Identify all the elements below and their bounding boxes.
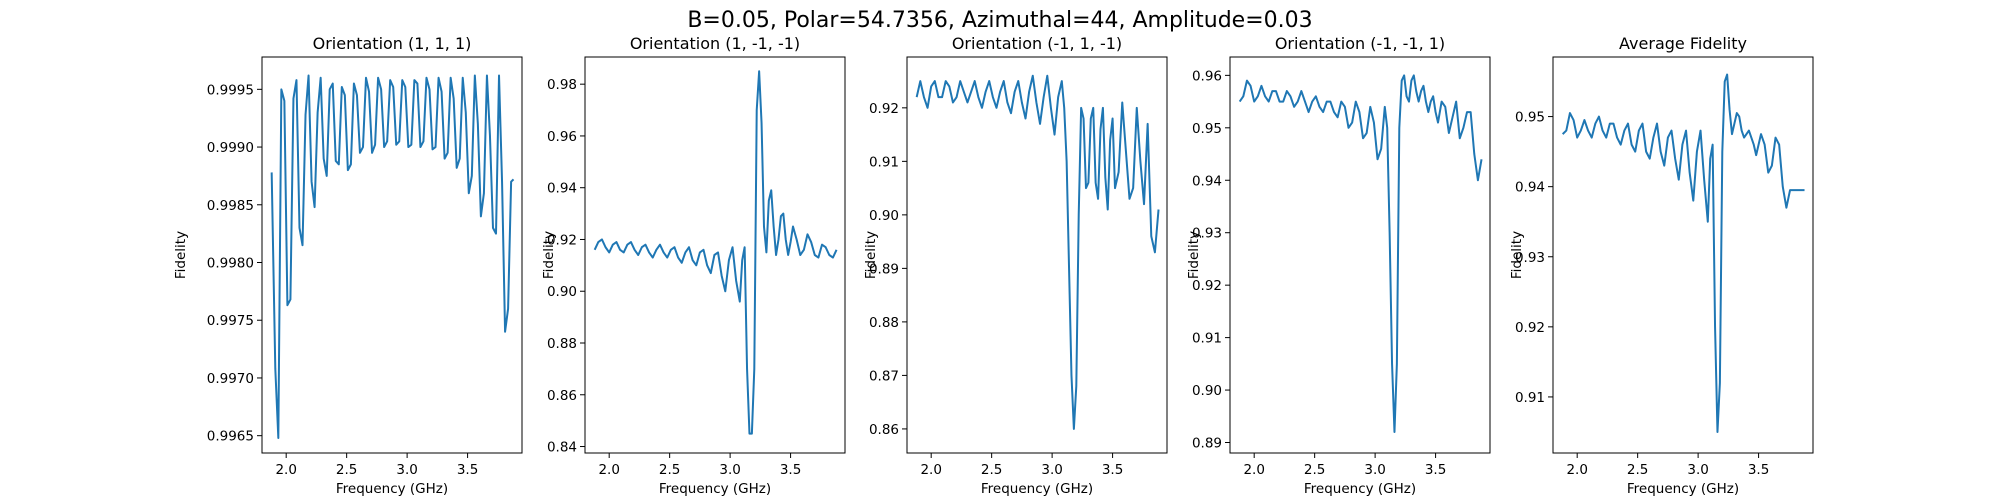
axes-frame bbox=[584, 56, 846, 454]
y-tick-label: 0.94 bbox=[547, 181, 577, 197]
y-tick-label: 0.92 bbox=[1515, 320, 1545, 336]
y-tick-label: 0.9965 bbox=[207, 429, 254, 445]
x-tick-label: 2.0 bbox=[1566, 462, 1587, 478]
y-axis-label: Fidelity bbox=[1509, 231, 1525, 279]
y-tick-label: 0.84 bbox=[547, 440, 577, 456]
y-tick-label: 0.91 bbox=[1192, 331, 1222, 347]
y-tick-label: 0.96 bbox=[547, 129, 577, 145]
subplot-1: 2.0 2.5 3.0 3.5 0.9965 0.9970 0.9975 0.9980 0.99… bbox=[173, 34, 523, 497]
series-line bbox=[1561, 73, 1805, 433]
y-axis-label: Fidelity bbox=[1186, 231, 1202, 279]
axes-frame bbox=[1552, 56, 1814, 454]
x-tick-label: 2.5 bbox=[659, 462, 680, 478]
x-axis-label: Frequency (GHz) bbox=[1627, 481, 1739, 497]
y-tick-label: 0.92 bbox=[1192, 278, 1222, 294]
x-tick-label: 3.5 bbox=[457, 462, 478, 478]
y-tick-label: 0.93 bbox=[1515, 250, 1545, 266]
y-axis-label: Fidelity bbox=[863, 231, 879, 279]
subplot-title: Orientation (1, -1, -1) bbox=[630, 34, 800, 53]
y-tick-label: 0.94 bbox=[1192, 173, 1222, 189]
x-tick-label: 3.0 bbox=[1687, 462, 1708, 478]
series-line bbox=[915, 74, 1160, 430]
y-tick-label: 0.90 bbox=[547, 284, 577, 300]
y-tick-label: 0.96 bbox=[1192, 68, 1222, 84]
y-tick-label: 0.88 bbox=[547, 336, 577, 352]
y-tick-label: 0.91 bbox=[1515, 390, 1545, 406]
x-tick-label: 3.0 bbox=[1364, 462, 1385, 478]
y-tick-label: 0.93 bbox=[1192, 226, 1222, 242]
y-tick-label: 0.9980 bbox=[207, 256, 254, 272]
x-tick-label: 3.0 bbox=[719, 462, 740, 478]
x-tick-label: 2.5 bbox=[1304, 462, 1325, 478]
y-tick-label: 0.9985 bbox=[207, 198, 254, 214]
x-tick-label: 2.0 bbox=[1243, 462, 1264, 478]
x-tick-label: 2.5 bbox=[336, 462, 357, 478]
x-tick-label: 2.5 bbox=[1627, 462, 1648, 478]
y-tick-label: 0.89 bbox=[1192, 436, 1222, 452]
subplot-5: 2.0 2.5 3.0 3.5 0.91 0.92 0.93 0.94 0.95 Average … bbox=[1509, 34, 1814, 497]
y-tick-label: 0.98 bbox=[547, 77, 577, 93]
y-tick-label: 0.91 bbox=[869, 154, 899, 170]
y-tick-label: 0.9995 bbox=[207, 82, 254, 98]
subplot-3: 2.0 2.5 3.0 3.5 0.86 0.87 0.88 0.89 0.90 0.91 0.92… bbox=[863, 34, 1168, 497]
subplots-group: 2.0 2.5 3.0 3.5 0.9965 0.9970 0.9975 0.9980 0.99… bbox=[173, 34, 1814, 497]
y-tick-label: 0.9990 bbox=[207, 140, 254, 156]
x-axis-label: Frequency (GHz) bbox=[659, 481, 771, 497]
y-tick-label: 0.89 bbox=[869, 261, 899, 277]
y-tick-label: 0.86 bbox=[869, 422, 899, 438]
x-tick-label: 2.0 bbox=[598, 462, 619, 478]
subplot-4: 2.0 2.5 3.0 3.5 0.89 0.90 0.91 0.92 0.93 0.94 0.95… bbox=[1186, 34, 1491, 497]
y-axis-label: Fidelity bbox=[541, 231, 557, 279]
x-axis-label: Frequency (GHz) bbox=[336, 481, 448, 497]
x-tick-label: 2.0 bbox=[275, 462, 296, 478]
y-axis-label: Fidelity bbox=[173, 231, 189, 279]
y-tick-label: 0.9970 bbox=[207, 371, 254, 387]
subplot-title: Orientation (1, 1, 1) bbox=[313, 34, 472, 53]
subplot-2: 2.0 2.5 3.0 3.5 0.84 0.86 0.88 0.90 0.92 0.94 0.96… bbox=[541, 34, 846, 497]
series-line bbox=[270, 74, 515, 439]
y-tick-label: 0.87 bbox=[869, 368, 899, 384]
x-axis-label: Frequency (GHz) bbox=[981, 481, 1093, 497]
x-axis-label: Frequency (GHz) bbox=[1304, 481, 1416, 497]
y-tick-label: 0.95 bbox=[1192, 121, 1222, 137]
subplot-title: Orientation (-1, -1, 1) bbox=[1275, 34, 1445, 53]
axes-frame bbox=[906, 56, 1168, 454]
y-tick-label: 0.94 bbox=[1515, 180, 1545, 196]
x-tick-label: 2.5 bbox=[981, 462, 1002, 478]
y-tick-label: 0.9975 bbox=[207, 313, 254, 329]
x-tick-label: 2.0 bbox=[920, 462, 941, 478]
subplot-title: Orientation (-1, 1, -1) bbox=[952, 34, 1122, 53]
axes-frame bbox=[1229, 56, 1491, 454]
y-tick-label: 0.90 bbox=[869, 208, 899, 224]
series-line bbox=[593, 70, 838, 435]
y-tick-label: 0.92 bbox=[869, 101, 899, 117]
x-tick-label: 3.5 bbox=[1748, 462, 1769, 478]
x-tick-label: 3.5 bbox=[1425, 462, 1446, 478]
subplot-title: Average Fidelity bbox=[1619, 34, 1747, 53]
x-tick-label: 3.0 bbox=[396, 462, 417, 478]
y-tick-label: 0.88 bbox=[869, 315, 899, 331]
y-tick-label: 0.95 bbox=[1515, 110, 1545, 126]
x-tick-label: 3.0 bbox=[1041, 462, 1062, 478]
x-tick-label: 3.5 bbox=[780, 462, 801, 478]
axes-frame bbox=[261, 56, 523, 454]
figure-title: B=0.05, Polar=54.7356, Azimuthal=44, Amp… bbox=[687, 8, 1312, 33]
series-line bbox=[1238, 74, 1483, 434]
y-tick-label: 0.86 bbox=[547, 388, 577, 404]
y-tick-label: 0.92 bbox=[547, 232, 577, 248]
x-tick-label: 3.5 bbox=[1102, 462, 1123, 478]
y-tick-label: 0.90 bbox=[1192, 383, 1222, 399]
